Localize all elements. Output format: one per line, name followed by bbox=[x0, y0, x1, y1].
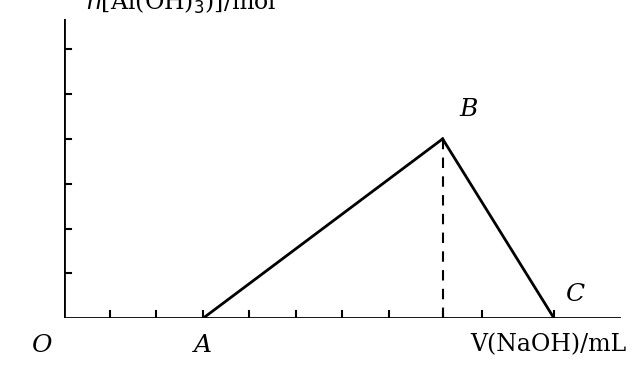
Text: C: C bbox=[565, 283, 584, 306]
Text: V(NaOH)/mL: V(NaOH)/mL bbox=[470, 334, 627, 357]
Text: O: O bbox=[31, 334, 52, 357]
Text: A: A bbox=[194, 334, 212, 357]
Text: $n$[Al(OH)$_3$)]/mol: $n$[Al(OH)$_3$)]/mol bbox=[86, 0, 276, 16]
Text: B: B bbox=[460, 98, 477, 121]
